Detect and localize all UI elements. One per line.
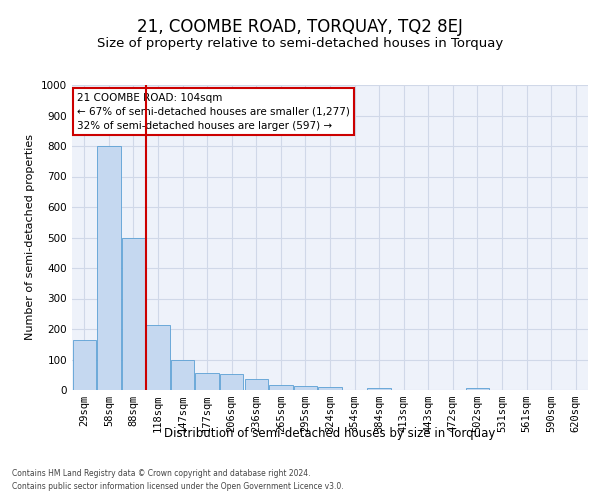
Text: Contains public sector information licensed under the Open Government Licence v3: Contains public sector information licen… bbox=[12, 482, 344, 491]
Text: 21, COOMBE ROAD, TORQUAY, TQ2 8EJ: 21, COOMBE ROAD, TORQUAY, TQ2 8EJ bbox=[137, 18, 463, 36]
Y-axis label: Number of semi-detached properties: Number of semi-detached properties bbox=[25, 134, 35, 340]
Bar bbox=[269, 384, 293, 390]
Bar bbox=[73, 340, 96, 390]
Text: Contains HM Land Registry data © Crown copyright and database right 2024.: Contains HM Land Registry data © Crown c… bbox=[12, 468, 311, 477]
Bar bbox=[171, 360, 194, 390]
Bar bbox=[466, 388, 489, 390]
Bar bbox=[319, 387, 341, 390]
Bar bbox=[122, 238, 145, 390]
Bar bbox=[196, 373, 219, 390]
Bar bbox=[245, 380, 268, 390]
Bar bbox=[367, 388, 391, 390]
Bar bbox=[146, 325, 170, 390]
Bar bbox=[294, 386, 317, 390]
Text: Size of property relative to semi-detached houses in Torquay: Size of property relative to semi-detach… bbox=[97, 38, 503, 51]
Text: 21 COOMBE ROAD: 104sqm
← 67% of semi-detached houses are smaller (1,277)
32% of : 21 COOMBE ROAD: 104sqm ← 67% of semi-det… bbox=[77, 92, 350, 130]
Bar bbox=[220, 374, 244, 390]
Text: Distribution of semi-detached houses by size in Torquay: Distribution of semi-detached houses by … bbox=[164, 428, 496, 440]
Bar bbox=[97, 146, 121, 390]
